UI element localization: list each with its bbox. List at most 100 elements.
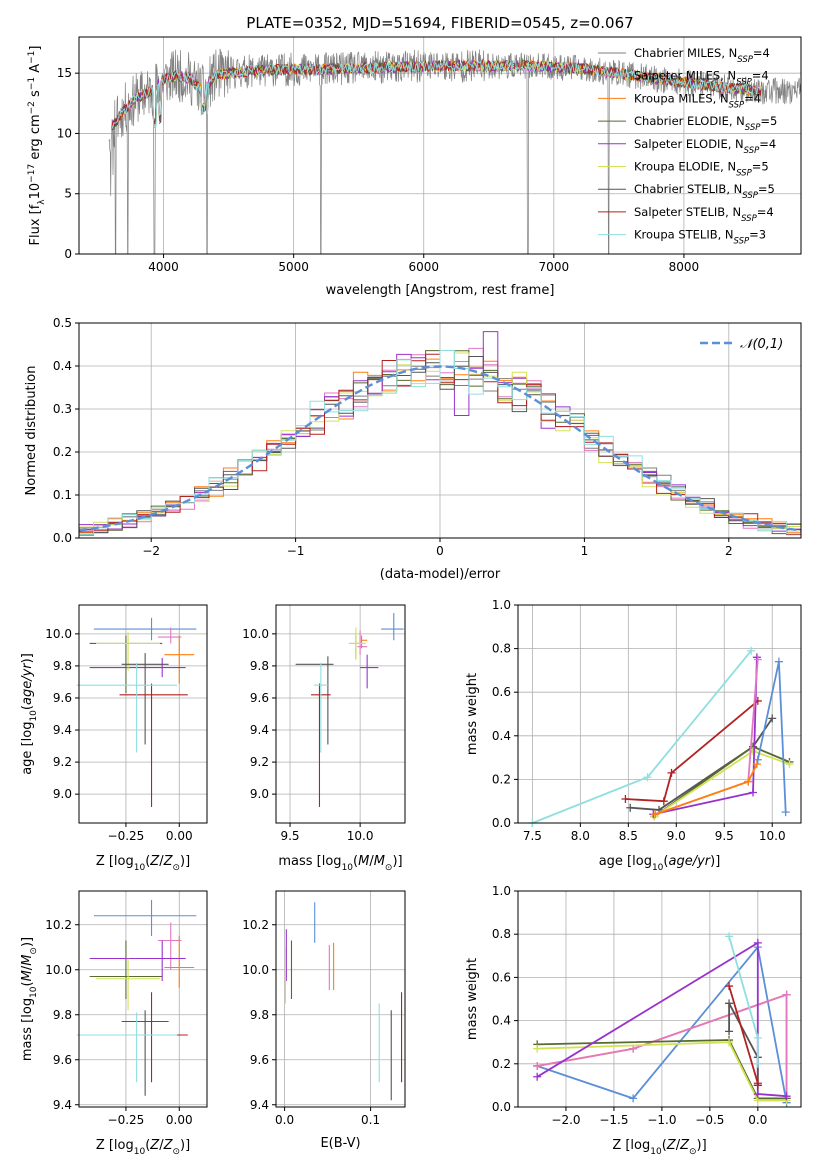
weight-vs-age-series [621, 696, 762, 806]
weight-vs-age-marker [621, 795, 630, 804]
weight-vs-age-xtick-label: 7.5 [523, 829, 542, 843]
age-vs-Z-errorbar [76, 662, 178, 753]
weight-vs-age-xtick-label: 8.0 [571, 829, 590, 843]
age-vs-Z-errorbar [164, 635, 195, 684]
weight-vs-age-series-line [654, 659, 759, 816]
mass-vs-Z-frame [78, 890, 208, 1108]
mass-vs-Z-errorbar [93, 900, 197, 936]
age-vs-mass-ytick-label: 9.2 [250, 755, 269, 769]
weight-vs-age-marker [774, 657, 783, 666]
weight-vs-age-ytick-label: 1.0 [492, 598, 511, 612]
age-vs-mass-ytick-label: 9.4 [250, 723, 269, 737]
weight-vs-Z-marker [753, 1059, 762, 1068]
weight-vs-age-marker [749, 788, 758, 797]
age-vs-mass-ytick-label: 9.8 [250, 659, 269, 673]
mass-vs-Z-xtick-label: 0.00 [166, 1113, 193, 1127]
mass-vs-EBV-ytick-label: 9.4 [250, 1098, 269, 1112]
weight-vs-age-series [650, 747, 794, 821]
mass-vs-Z-errorbar [76, 1012, 178, 1083]
mass-vs-EBV-xtick-label: 0.0 [275, 1113, 294, 1127]
mass-vs-EBV-ytick-label: 10.2 [242, 918, 269, 932]
weight-vs-age-marker [659, 797, 668, 806]
weight-vs-Z-ylabel: mass weight [465, 958, 480, 1040]
weight-vs-Z-marker [753, 1081, 762, 1090]
weight-vs-Z-ytick-label: 0.2 [492, 1057, 511, 1071]
age-vs-mass-xtick-label: 9.5 [280, 829, 299, 843]
mass-vs-Z-errorbar [157, 922, 182, 970]
weight-vs-Z-ytick-label: 0.6 [492, 970, 511, 984]
age-vs-Z-xtick-label: 0.00 [166, 829, 193, 843]
spectrum-ytick-label: 15 [57, 66, 72, 80]
spectrum-model-line [111, 59, 762, 131]
weight-vs-age-series-line [532, 650, 752, 824]
mass-vs-Z-panel: −0.25 0.00 9.4 9.6 9.8 10.0 10.2 Z [log10(Z/Z⊙)… [20, 890, 208, 1157]
weight-vs-Z-frame [517, 890, 802, 1108]
weight-vs-Z-panel: −2.0 −1.5 −1.0 −0.5 0.0 0.0 0.2 0.4 0.6 0.8 1.0 mas… [465, 884, 802, 1157]
weight-vs-Z-series [533, 938, 791, 1101]
mass-vs-Z-errorbar [119, 992, 188, 1083]
spectrum-xtick-label: 4000 [148, 260, 179, 274]
age-vs-Z-panel: −0.25 0.00 9.0 9.2 9.4 9.6 9.8 10.0 Z [log10(Z/Z… [20, 604, 208, 873]
figure-title: PLATE=0352, MJD=51694, FIBERID=0545, z=0… [246, 14, 633, 32]
weight-vs-Z-marker [533, 1044, 542, 1053]
age-vs-Z-errorbar [96, 632, 161, 671]
legend-entry: Chabrier MILES, NSSP=4 [634, 46, 770, 65]
spectrum-ytick-label: 0 [64, 247, 72, 261]
age-vs-mass-errorbar [381, 613, 404, 641]
weight-vs-age-series-line [756, 661, 787, 813]
weight-vs-Z-series [725, 932, 762, 1068]
weight-vs-age-series [753, 657, 790, 817]
weight-vs-age-xtick-label: 8.5 [619, 829, 638, 843]
mass-vs-EBV-xtick-label: 0.1 [361, 1113, 380, 1127]
legend-entry: Chabrier STELIB, NSSP=5 [634, 182, 775, 201]
residuals-xtick-label: 2 [725, 544, 733, 558]
mass-vs-EBV-ytick-label: 10.0 [242, 963, 269, 977]
weight-vs-Z-marker [782, 990, 791, 999]
spectrum-frame [78, 36, 802, 255]
mass-vs-Z-ytick-label: 9.8 [53, 1008, 72, 1022]
weight-vs-Z-xtick-label: −0.5 [695, 1113, 724, 1127]
age-vs-Z-errorbar [157, 627, 182, 644]
age-vs-mass-xlabel: mass [log10(M/M⊙)] [278, 854, 402, 873]
residuals-ytick-label: 0.1 [53, 488, 72, 502]
residuals-xlabel: (data-model)/error [380, 567, 501, 582]
spectrum-xtick-label: 5000 [278, 260, 309, 274]
weight-vs-Z-marker [753, 1090, 762, 1099]
weight-vs-Z-ytick-label: 1.0 [492, 884, 511, 898]
weight-vs-Z-series-line [537, 1041, 787, 1102]
weight-vs-Z-xtick-label: 0.0 [748, 1113, 767, 1127]
spectrum-panel: 4000 5000 6000 7000 8000 0 5 10 15 wavelength [An… [27, 36, 802, 298]
gaussian-curve [78, 365, 802, 532]
weight-vs-Z-ytick-label: 0.0 [492, 1100, 511, 1114]
spectrum-ytick-label: 5 [64, 187, 72, 201]
weight-vs-Z-marker [725, 932, 734, 941]
mass-vs-Z-xtick-label: −0.25 [108, 1113, 145, 1127]
weight-vs-age-ytick-label: 0.8 [492, 642, 511, 656]
residuals-ytick-label: 0.3 [53, 402, 72, 416]
weight-vs-age-marker [643, 773, 652, 782]
age-vs-mass-errorbar [360, 635, 368, 649]
age-vs-Z-ytick-label: 9.0 [53, 787, 72, 801]
weight-vs-age-series-line [630, 717, 773, 811]
weight-vs-age-ytick-label: 0.0 [492, 816, 511, 830]
weight-vs-Z-xtick-label: −2.0 [551, 1113, 580, 1127]
spectrum-ylabel: Flux [fλ10−17 erg cm−2 s−1 A−1] [27, 46, 47, 246]
weight-vs-age-xtick-label: 9.5 [715, 829, 734, 843]
residuals-ytick-label: 0.0 [53, 531, 72, 545]
spectrum-legend: Chabrier MILES, NSSP=4 Salpeter MILES, NS… [598, 46, 777, 247]
weight-vs-Z-xtick-label: −1.0 [647, 1113, 676, 1127]
spectrum-xlabel: wavelength [Angstrom, rest frame] [326, 283, 555, 298]
spectrum-model-line [111, 59, 762, 130]
weight-vs-Z-series-line [537, 993, 788, 1099]
weight-vs-age-ylabel: mass weight [465, 673, 480, 755]
weight-vs-Z-series-line [537, 1039, 787, 1100]
weight-vs-age-ytick-label: 0.6 [492, 685, 511, 699]
residuals-xtick-label: −2 [142, 544, 160, 558]
weight-vs-age-panel: 7.5 8.0 8.5 9.0 9.5 10.0 0.0 0.2 0.4 0.6 0.8 1.0 mas… [465, 598, 802, 873]
spectrum-xtick-label: 6000 [408, 260, 439, 274]
weight-vs-Z-marker [725, 1038, 734, 1047]
residuals-xtick-label: −1 [287, 544, 305, 558]
age-vs-Z-xtick-label: −0.25 [108, 829, 145, 843]
age-vs-Z-ytick-label: 9.8 [53, 659, 72, 673]
residuals-xtick-label: 0 [436, 544, 444, 558]
